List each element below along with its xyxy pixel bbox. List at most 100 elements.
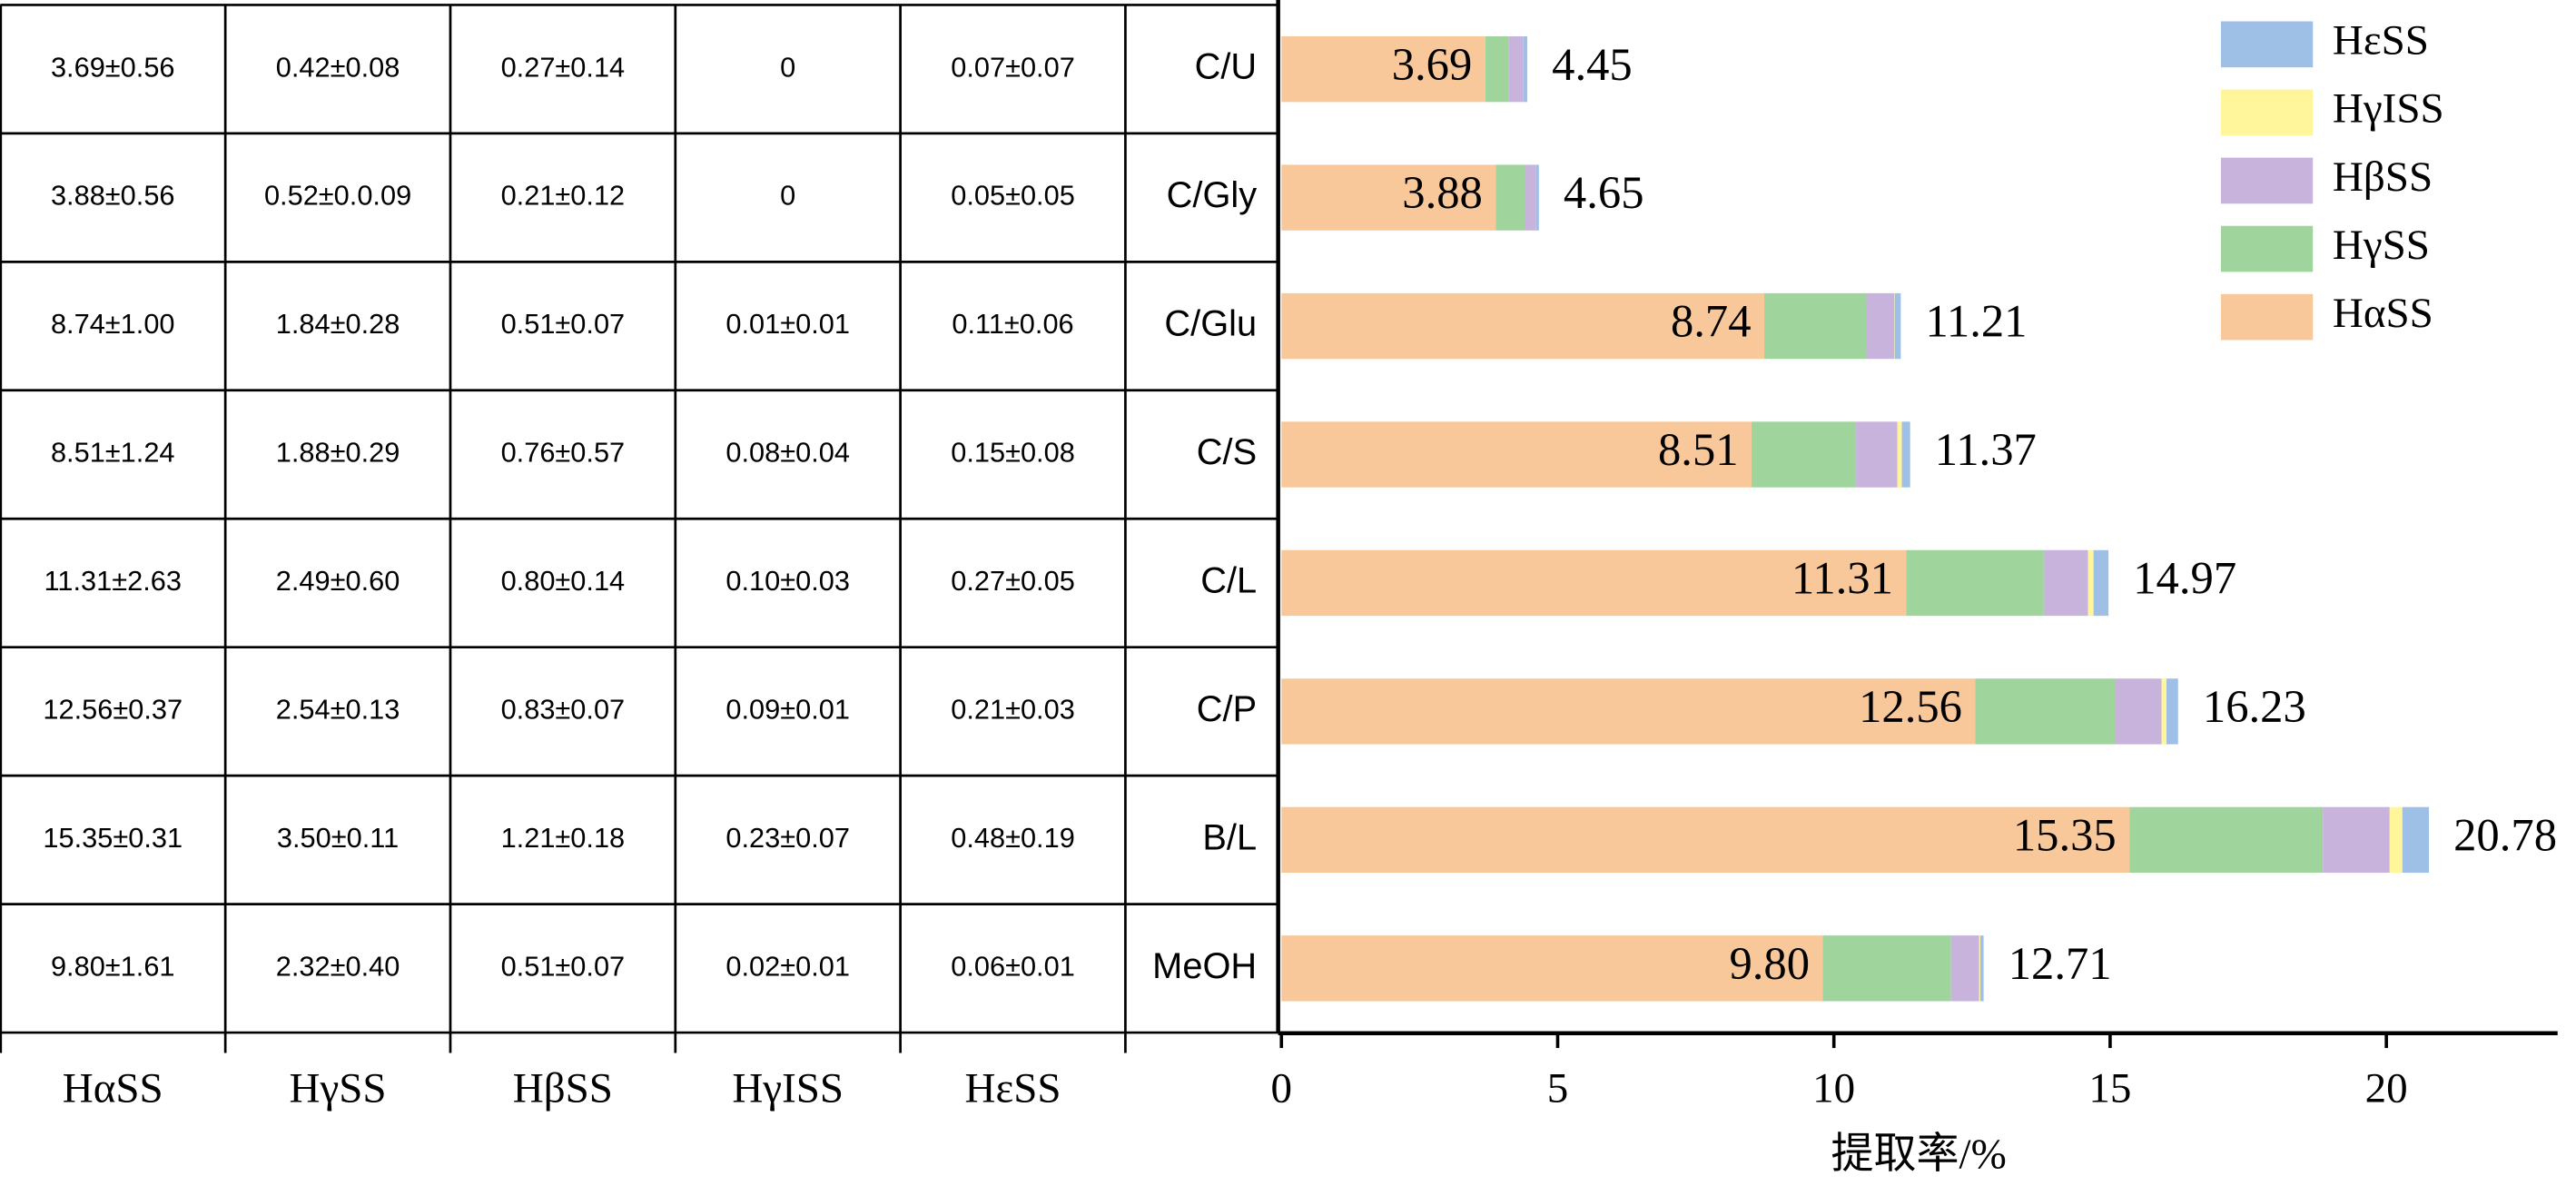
- table-header: HγISS: [732, 1065, 844, 1112]
- category-label: C/S: [1197, 432, 1257, 472]
- table-cell: 11.31±2.63: [44, 565, 182, 597]
- legend-swatch: [2220, 89, 2314, 136]
- category-label: C/Gly: [1167, 175, 1258, 215]
- bar-segment: [1523, 35, 1528, 103]
- bar-segment: [2093, 549, 2109, 617]
- bar-segment: [1979, 935, 1980, 1002]
- table-cell: 2.32±0.40: [276, 950, 400, 982]
- table-cell: 8.51±1.24: [51, 437, 175, 469]
- bar-segment: [2402, 806, 2429, 874]
- category-label: C/P: [1197, 689, 1257, 729]
- table-cell: 0.06±0.01: [951, 950, 1075, 982]
- table-cell: 0.08±0.04: [725, 437, 850, 469]
- table-cell: 0.01±0.01: [725, 308, 850, 340]
- legend-label: HγSS: [2333, 222, 2430, 269]
- x-tick-label: 20: [2365, 1065, 2408, 1112]
- bar-segment: [2161, 678, 2166, 745]
- bar-segment: [1281, 164, 1496, 231]
- total-label: 20.78: [2453, 809, 2557, 860]
- value-label: 9.80: [1729, 938, 1810, 989]
- bar-segment: [1508, 35, 1524, 103]
- bar-segment: [1906, 549, 2044, 617]
- bar-segment: [1281, 549, 1907, 617]
- total-label: 12.71: [2008, 938, 2112, 989]
- total-label: 11.21: [1925, 296, 2027, 347]
- legend-label: HαSS: [2333, 290, 2433, 337]
- category-label: B/L: [1202, 817, 1257, 857]
- bar-segment: [2323, 806, 2390, 874]
- table-cell: 0.51±0.07: [501, 308, 626, 340]
- legend-label: HβSS: [2333, 153, 2433, 201]
- value-label: 12.56: [1859, 681, 1962, 732]
- table-cell: 0.27±0.14: [501, 51, 626, 83]
- legend-swatch: [2220, 293, 2314, 341]
- table-cell: 0.07±0.07: [951, 51, 1075, 83]
- table-cell: 1.88±0.29: [276, 437, 400, 469]
- table-cell: 0.76±0.57: [501, 437, 626, 469]
- table-header: HαSS: [63, 1065, 163, 1112]
- bar-segment: [2389, 806, 2403, 874]
- bar-segment: [1822, 935, 1951, 1002]
- bar-segment: [1950, 935, 1979, 1002]
- total-label: 4.65: [1564, 167, 1644, 218]
- table-cell: 3.50±0.11: [277, 822, 399, 854]
- bar-segment: [1894, 292, 1895, 360]
- bar-segment: [1979, 935, 1984, 1002]
- x-tick-label: 5: [1547, 1065, 1569, 1112]
- table-cell: 3.69±0.56: [51, 51, 175, 83]
- table-header: HβSS: [513, 1065, 613, 1112]
- bar-segment: [1894, 292, 1901, 360]
- bar-segment: [2166, 678, 2178, 745]
- table-cell: 1.21±0.18: [501, 822, 626, 854]
- table-header: HεSS: [965, 1065, 1061, 1112]
- bar-segment: [1485, 35, 1509, 103]
- bar-segment: [1524, 164, 1536, 231]
- bar-segment: [1281, 35, 1485, 103]
- table-cell: 0.51±0.07: [501, 950, 626, 982]
- bar-segment: [1855, 421, 1898, 488]
- table-cell: 0.21±0.12: [501, 180, 626, 212]
- bar-segment: [1281, 678, 1976, 745]
- bar-segment: [2129, 806, 2324, 874]
- total-label: 16.23: [2203, 681, 2306, 732]
- table-cell: 0.48±0.19: [951, 822, 1075, 854]
- category-label: C/U: [1195, 47, 1258, 87]
- legend-swatch: [2220, 157, 2314, 204]
- x-tick-label: 10: [1812, 1065, 1855, 1112]
- bar-segment: [1495, 164, 1525, 231]
- category-label: C/L: [1200, 560, 1257, 600]
- table-cell: 0.27±0.05: [951, 565, 1075, 597]
- table-cell: 9.80±1.61: [51, 950, 175, 982]
- table-cell: 0.23±0.07: [725, 822, 850, 854]
- x-tick-label: 0: [1271, 1065, 1293, 1112]
- table-header: HγSS: [290, 1065, 387, 1112]
- table-cell: 3.88±0.56: [51, 180, 175, 212]
- total-label: 14.97: [2133, 553, 2236, 604]
- legend-swatch: [2220, 21, 2314, 68]
- bar-segment: [2043, 549, 2088, 617]
- bar-segment: [1535, 164, 1539, 231]
- x-tick-label: 15: [2088, 1065, 2131, 1112]
- table-cell: 1.84±0.28: [276, 308, 400, 340]
- bar-segment: [1897, 421, 1902, 488]
- value-label: 8.51: [1658, 424, 1739, 475]
- table-cell: 0.09±0.01: [725, 694, 850, 726]
- value-label: 3.88: [1402, 167, 1483, 218]
- bar-segment: [2116, 678, 2162, 745]
- bar-segment: [1764, 292, 1866, 360]
- category-label: MeOH: [1152, 946, 1257, 986]
- table-cell: 0.05±0.05: [951, 180, 1075, 212]
- table-cell: 0.83±0.07: [501, 694, 626, 726]
- value-label: 15.35: [2013, 809, 2117, 860]
- value-label: 3.69: [1392, 39, 1473, 90]
- total-label: 4.45: [1552, 39, 1633, 90]
- bar-segment: [1975, 678, 2117, 745]
- table-cell: 0.80±0.14: [501, 565, 626, 597]
- value-label: 8.74: [1671, 296, 1752, 347]
- bar-segment: [1901, 421, 1910, 488]
- table-cell: 0.42±0.08: [276, 51, 400, 83]
- legend-label: HεSS: [2333, 17, 2429, 64]
- bar-segment: [1752, 421, 1856, 488]
- table-cell: 0.10±0.03: [725, 565, 850, 597]
